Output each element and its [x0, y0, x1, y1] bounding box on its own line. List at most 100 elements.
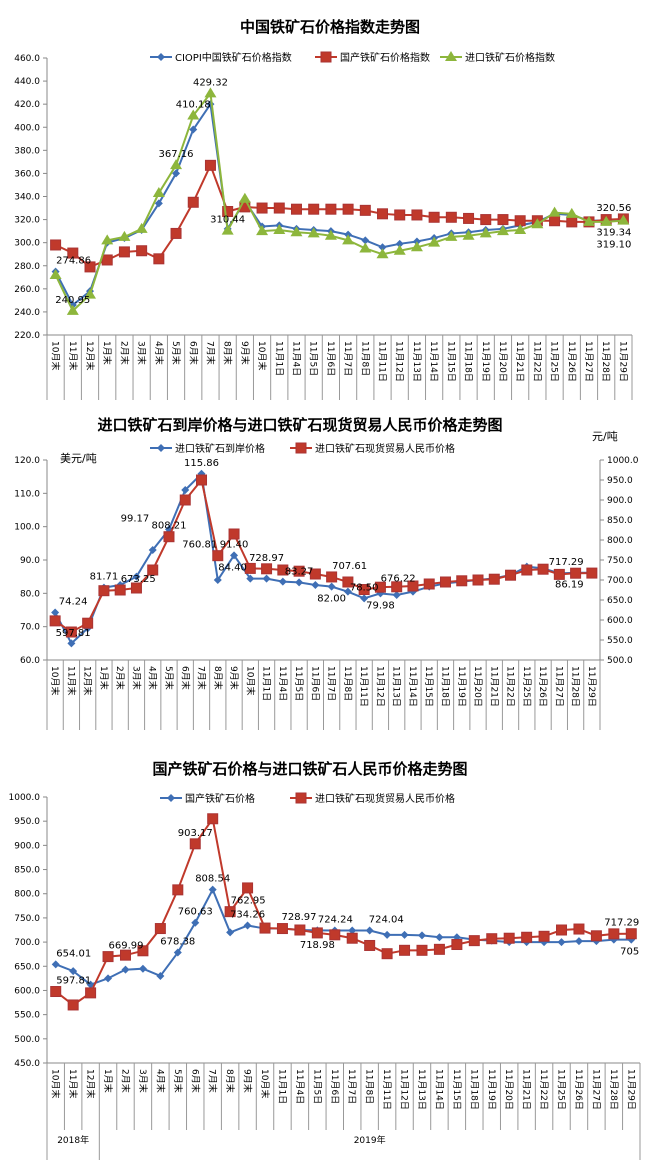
x-tick-label: 2月末	[114, 666, 126, 690]
y-tick-label: 70.0	[20, 623, 40, 633]
data-point	[374, 581, 386, 593]
data-point	[514, 223, 527, 234]
data-point	[290, 226, 303, 237]
x-tick-label: 11月26日	[573, 1069, 584, 1110]
data-point	[189, 125, 198, 134]
x-tick-label: 3月末	[137, 1069, 149, 1093]
x-tick-label: 11月18日	[463, 341, 474, 382]
x-tick-label: 11月22日	[505, 666, 516, 707]
y2-tick-label: 950.0	[607, 476, 633, 486]
x-tick-label: 11月18日	[468, 1069, 479, 1110]
data-point	[102, 951, 114, 963]
x-tick-label: 3月末	[136, 341, 148, 365]
series-line	[55, 162, 624, 269]
y2-tick-label: 700.0	[607, 576, 633, 586]
x-tick-label: 11月29日	[586, 666, 597, 707]
x-tick-label: 11月27日	[590, 1069, 601, 1110]
data-point	[172, 884, 184, 896]
data-label: 728.97	[282, 912, 317, 923]
data-point	[173, 948, 182, 957]
data-label: 81.71	[90, 572, 119, 583]
data-point	[67, 247, 79, 259]
data-point	[521, 564, 533, 576]
data-point	[537, 563, 549, 575]
x-tick-label: 10月末	[259, 1069, 271, 1098]
data-label: 762.95	[231, 896, 266, 907]
x-tick-label: 11月20日	[503, 1069, 514, 1110]
data-point	[445, 230, 458, 241]
data-point	[277, 564, 289, 576]
x-tick-label: 10月末	[244, 666, 256, 695]
x-tick-label: 10月末	[50, 1069, 62, 1098]
data-point	[135, 222, 148, 233]
x-tick-label: 7月末	[204, 341, 216, 365]
data-point	[309, 568, 321, 580]
x-tick-label: 11月27日	[583, 341, 594, 382]
data-point	[395, 239, 404, 248]
data-point	[582, 215, 595, 226]
x-tick-label: 5月末	[172, 1069, 184, 1093]
y2-tick-label: 500.0	[607, 656, 633, 666]
data-point	[325, 203, 337, 215]
series-1	[51, 100, 628, 309]
legend-label: 国产铁矿石价格指数	[340, 51, 430, 64]
y-axis-unit: 美元/吨	[60, 452, 97, 465]
data-point	[238, 192, 251, 203]
x-tick-label: 11月13日	[416, 1069, 427, 1110]
legend-marker	[445, 51, 457, 61]
x-tick-label: 11月7日	[342, 341, 353, 376]
data-point	[600, 215, 613, 226]
data-label: 319.10	[596, 240, 631, 251]
data-label: 808.21	[151, 521, 186, 532]
chart-2: 进口铁矿石到岸价格与进口铁矿石现货贸易人民币价格走势图 60.0 70.0 80.0 9…	[14, 416, 639, 730]
data-label: 274.86	[56, 256, 91, 267]
data-point	[407, 580, 419, 592]
y-tick-label: 60.0	[20, 656, 40, 666]
y-tick-label: 260.0	[14, 285, 40, 295]
data-point	[428, 236, 441, 247]
legend-marker	[295, 792, 307, 804]
data-point	[399, 944, 411, 956]
y-tick-label: 750.0	[14, 914, 40, 924]
data-point	[608, 928, 620, 940]
x-tick-label: 5月末	[163, 666, 175, 690]
data-point	[488, 573, 500, 585]
data-point	[136, 245, 148, 257]
y-tick-label: 550.0	[14, 1011, 40, 1021]
data-point	[152, 187, 165, 198]
x-tick-label: 4月末	[147, 666, 159, 690]
data-point	[98, 585, 110, 597]
y-tick-label: 120.0	[14, 456, 40, 466]
y-tick-label: 850.0	[14, 866, 40, 876]
legend-marker	[320, 51, 332, 63]
x-tick-label: 6月末	[189, 1069, 201, 1093]
data-point	[468, 935, 480, 947]
x-tick-label: 11月19日	[456, 666, 467, 707]
x-tick-label: 11月11日	[377, 341, 388, 382]
series-line	[54, 471, 592, 645]
x-tick-label: 11月末	[65, 666, 77, 695]
data-point	[49, 268, 62, 279]
x-tick-label: 11月8日	[364, 1069, 375, 1104]
x-tick-label: 2月末	[118, 341, 130, 365]
x-tick-label: 11月26日	[566, 341, 577, 382]
x-tick-label: 11月末	[67, 341, 79, 370]
y-tick-label: 240.0	[14, 308, 40, 318]
x-tick-label: 11月7日	[346, 1069, 357, 1104]
y-tick-label: 420.0	[14, 100, 40, 110]
data-point	[118, 230, 131, 241]
data-point	[276, 923, 288, 935]
x-tick-label: 4月末	[154, 1069, 166, 1093]
data-point	[394, 209, 406, 221]
data-label: 99.17	[121, 513, 150, 524]
x-tick-label: 11月7日	[326, 666, 337, 701]
legend-label: 进口铁矿石现货贸易人民币价格	[315, 442, 455, 455]
x-tick-label: 12月末	[85, 1069, 97, 1098]
data-label: 717.29	[549, 557, 584, 568]
x-tick-label: 11月15日	[451, 1069, 462, 1110]
y2-tick-label: 750.0	[607, 556, 633, 566]
data-point	[154, 199, 163, 208]
data-label: 760.81	[182, 540, 217, 551]
data-point	[566, 216, 578, 228]
data-point	[226, 928, 235, 937]
